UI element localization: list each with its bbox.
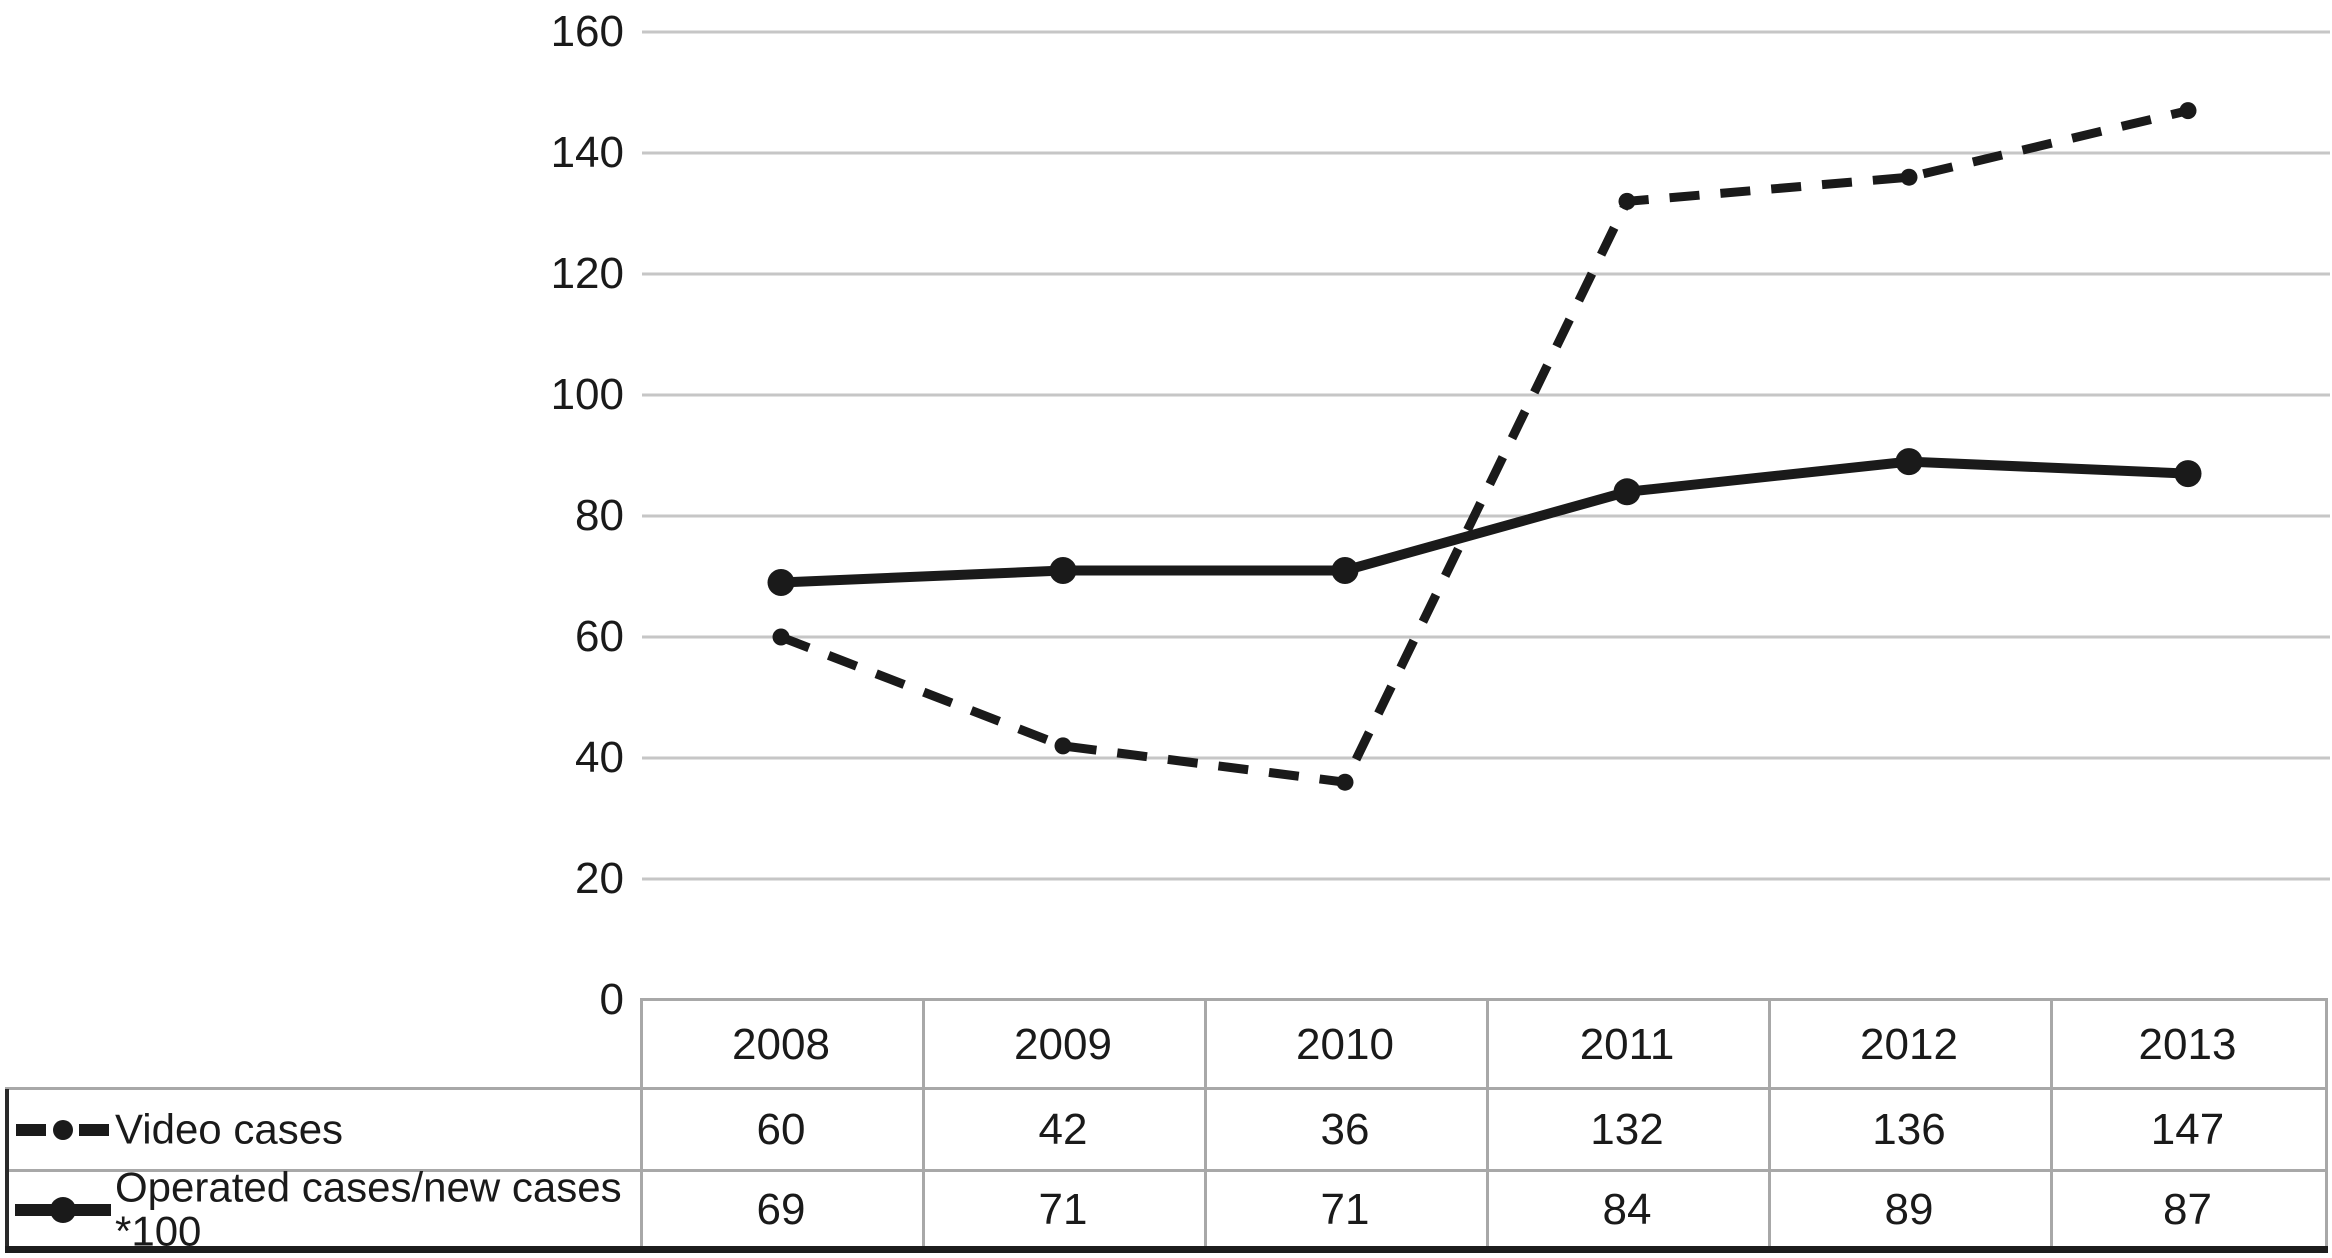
table-border-v [1204, 1000, 1207, 1246]
table-border-v [2050, 1000, 2053, 1246]
dashed-line-marker-icon [16, 1120, 110, 1140]
table-border-v [922, 1000, 925, 1246]
data-point-s1-2010 [1331, 557, 1359, 584]
table-border-h [5, 1087, 2328, 1090]
table-value-row1-2012: 136 [1872, 1105, 1946, 1154]
data-point-s0-2008 [772, 628, 790, 646]
data-point-s0-2011 [1618, 192, 1636, 210]
series-line-0 [779, 106, 2190, 788]
data-point-s0-2010 [1336, 773, 1354, 791]
table-value-row1-2010: 36 [1320, 1105, 1370, 1154]
year-header-2010: 2010 [1296, 1019, 1394, 1069]
table-border-v [1486, 1000, 1489, 1246]
data-point-s1-2013 [2174, 460, 2202, 488]
data-point-s1-2009 [1049, 557, 1077, 584]
legend-row-video-cases: Video cases [5, 1089, 640, 1171]
data-point-s0-2013 [2179, 102, 2197, 120]
y-tick-label-100: 100 [550, 370, 624, 419]
y-tick-label-140: 140 [550, 128, 624, 177]
series-line-1 [780, 456, 2189, 588]
table-border-left [5, 1089, 9, 1246]
y-tick-label-60: 60 [575, 612, 624, 661]
year-header-2011: 2011 [1579, 1019, 1675, 1069]
table-border-h [5, 1169, 2328, 1172]
y-tick-label-40: 40 [575, 733, 624, 782]
table-border-bottom [5, 1246, 2328, 1253]
table-border-v [1768, 1000, 1771, 1246]
year-header-2008: 2008 [732, 1019, 830, 1069]
data-point-s0-2012 [1900, 168, 1918, 186]
legend-label-video-cases: Video cases [115, 1105, 344, 1153]
data-point-s1-2008 [767, 569, 795, 596]
year-header-2012: 2012 [1860, 1019, 1958, 1069]
y-tick-label-0: 0 [599, 975, 624, 1024]
data-point-s0-2009 [1054, 737, 1072, 755]
table-value-row1-2013: 147 [2150, 1105, 2225, 1154]
x-axis-line [640, 998, 2328, 1001]
table-value-row1-2008: 60 [756, 1105, 806, 1154]
y-tick-label-20: 20 [575, 854, 624, 903]
year-header-2013: 2013 [2138, 1019, 2237, 1069]
table-value-row2-2011: 84 [1602, 1184, 1652, 1234]
table-value-row2-2008: 69 [756, 1184, 806, 1234]
table-value-row2-2013: 87 [2163, 1184, 2212, 1234]
year-header-2009: 2009 [1014, 1019, 1112, 1069]
y-tick-label-80: 80 [575, 491, 624, 540]
data-point-s1-2011 [1613, 478, 1641, 506]
table-value-row2-2010: 71 [1320, 1184, 1370, 1234]
y-tick-label-120: 120 [550, 249, 624, 298]
table-value-row1-2009: 42 [1038, 1105, 1088, 1154]
table-value-row2-2012: 89 [1884, 1184, 1934, 1234]
table-value-row1-2011: 132 [1590, 1105, 1664, 1154]
solid-line-circle-marker-icon [15, 1196, 111, 1223]
table-value-row2-2009: 71 [1038, 1184, 1088, 1234]
table-border-v [2325, 1000, 2328, 1246]
legend-row-operated-cases: Operated cases/new cases *100 [5, 1164, 640, 1253]
legend-label-operated-cases: Operated cases/new cases *100 [115, 1162, 622, 1255]
table-border-v [640, 1000, 643, 1246]
y-tick-label-160: 160 [550, 7, 624, 56]
data-point-s1-2012 [1895, 448, 1923, 476]
